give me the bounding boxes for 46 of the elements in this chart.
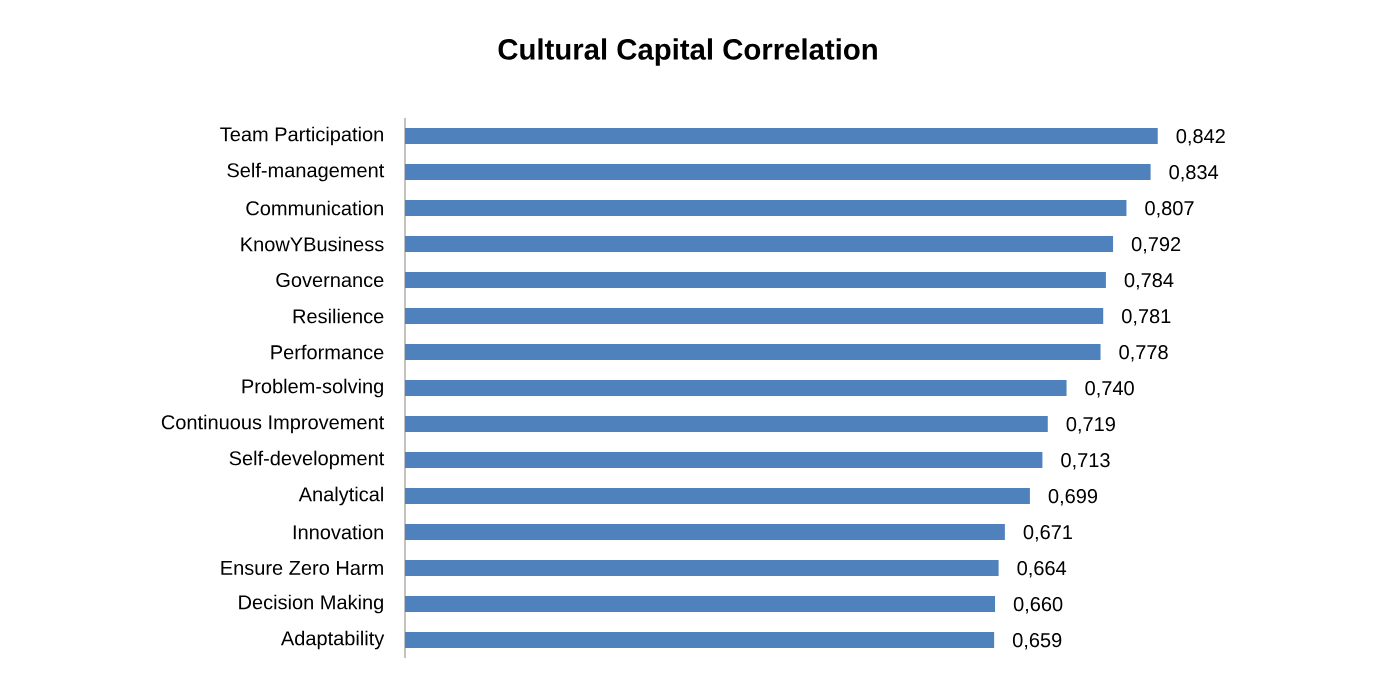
y-tick-label: Self-management [227,162,385,182]
bar [405,379,1067,396]
bar [405,235,1114,252]
bar [405,559,999,576]
y-tick-label: Innovation [293,524,383,540]
bar [405,415,1048,432]
data-label: 0,740 [1085,381,1134,398]
data-label: 0,719 [1066,417,1115,434]
data-label: 0,834 [1169,165,1219,182]
data-label: 0,842 [1176,129,1225,146]
y-tick-label: Performance [271,344,384,360]
data-label: 0,778 [1119,345,1168,362]
data-label: 0,792 [1131,237,1181,254]
y-tick-label: Continuous Improvement [161,414,385,434]
data-label: 0,781 [1122,309,1171,326]
bar [405,271,1106,288]
y-tick-label: Team Participation [220,126,383,146]
data-label: 0,660 [1013,597,1063,614]
y-tick-label: Self-development [229,450,385,470]
y-tick-label: Governance [276,272,384,288]
data-label: 0,664 [1017,561,1067,578]
bar [405,127,1158,144]
bar [405,487,1030,504]
data-label: 0,784 [1124,273,1174,290]
y-tick-label: Adaptability [280,630,385,650]
data-label: 0,699 [1048,489,1098,506]
bar [405,199,1127,216]
bar [405,343,1101,360]
chart-title: Cultural Capital Correlation [498,38,877,66]
bar [405,595,996,612]
data-label: 0,659 [1012,633,1062,650]
y-tick-label: Communication [246,200,383,216]
data-label: 0,713 [1061,453,1110,470]
y-tick-label: Decision Making [239,594,383,614]
y-tick-label: Analytical [298,486,383,506]
data-label: 0,807 [1145,201,1194,218]
y-tick-label: KnowYBusiness [241,236,384,252]
y-tick-label: Resilience [293,308,384,324]
y-tick-label: Ensure Zero Harm [221,561,383,575]
y-tick-label: Problem-solving [242,378,383,398]
bar [405,164,1151,180]
bar [405,307,1104,324]
bar [405,451,1043,468]
data-label: 0,671 [1023,525,1072,542]
bar [405,631,995,648]
bar [405,523,1005,540]
